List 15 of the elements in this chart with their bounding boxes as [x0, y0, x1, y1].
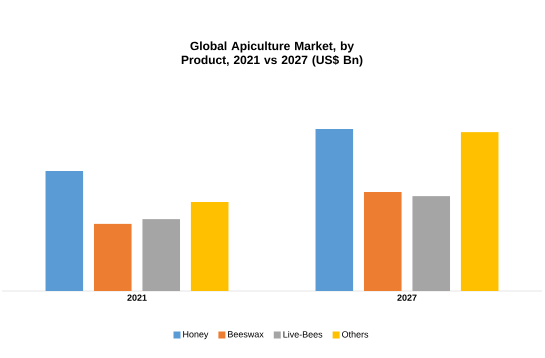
- x-tick-label: 2021: [127, 294, 147, 301]
- legend-label: Others: [342, 331, 368, 338]
- x-tick-label: 2027: [397, 294, 417, 301]
- bar: [142, 219, 180, 291]
- bar: [46, 170, 84, 291]
- bar: [94, 224, 132, 291]
- bar: [364, 192, 402, 291]
- bar: [316, 128, 354, 291]
- legend-label: Live-Bees: [283, 331, 322, 338]
- bar: [412, 196, 450, 291]
- bar: [460, 132, 498, 291]
- legend-label: Beeswax: [228, 331, 264, 338]
- bar: [190, 202, 228, 291]
- chart-title: Global Apiculture Market, by Product, 2021 vs 2027 (US$ Bn): [182, 41, 362, 67]
- legend-label: Honey: [183, 331, 208, 340]
